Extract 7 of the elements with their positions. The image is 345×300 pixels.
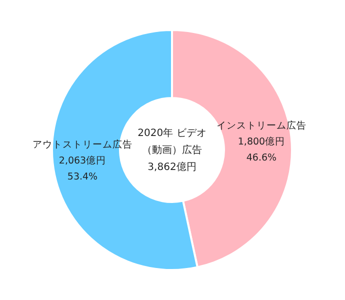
text: 53.4% [67,172,98,183]
text: 3,862億円 [148,160,196,174]
text: 2020年 ビデオ（動画）広告 [136,126,208,158]
text: 46.6% [246,152,277,164]
slice-label: インストリーム広告 [216,119,306,132]
data-label: 1,800億円 [238,135,286,148]
data-label: 2,063億円 [58,154,106,167]
